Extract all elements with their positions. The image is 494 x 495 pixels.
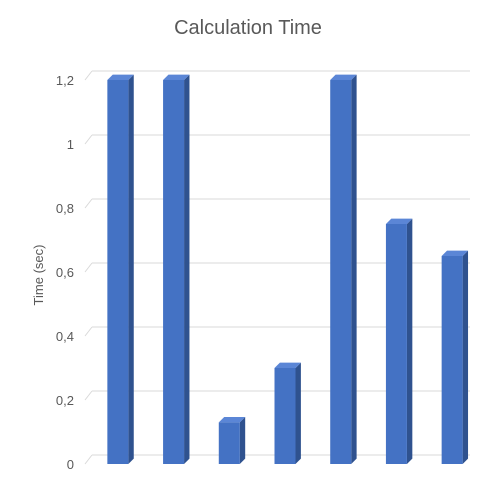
bar-side xyxy=(351,74,357,464)
y-tick-label: 0,6 xyxy=(56,265,74,280)
gridline-floor-edge xyxy=(84,390,93,401)
bar xyxy=(163,74,190,464)
bar-top xyxy=(163,74,190,80)
y-tick-label: 0,2 xyxy=(56,393,74,408)
bar-front xyxy=(218,422,240,464)
bar-top xyxy=(330,74,357,80)
bar-front xyxy=(441,256,463,464)
bar-front xyxy=(274,368,296,464)
bar xyxy=(385,218,413,464)
gridlines xyxy=(84,70,470,465)
gridline-floor-edge xyxy=(84,262,93,273)
bars xyxy=(107,74,469,464)
bar-side xyxy=(128,74,134,464)
y-tick-label: 0,4 xyxy=(56,329,74,344)
bar-top xyxy=(218,417,246,423)
bar xyxy=(107,74,134,464)
gridline-floor-edge xyxy=(84,454,93,465)
bar xyxy=(274,362,301,464)
y-axis-label: Time (sec) xyxy=(31,245,46,306)
y-tick-label: 1 xyxy=(67,137,74,152)
bar-front xyxy=(107,80,129,464)
bar-side xyxy=(406,218,413,464)
gridline-floor-edge xyxy=(84,134,93,145)
bar xyxy=(441,250,469,464)
y-tick-label: 0,8 xyxy=(56,201,74,216)
bar-front xyxy=(163,80,185,464)
bar-side xyxy=(295,362,301,464)
gridline-floor-edge xyxy=(84,70,93,81)
bar-side xyxy=(239,417,246,464)
y-tick-label: 1,2 xyxy=(56,73,74,88)
bar-front xyxy=(385,224,407,464)
bar-front xyxy=(330,80,352,464)
bar-side xyxy=(462,250,469,464)
y-tick-label: 0 xyxy=(67,457,74,472)
bar-top xyxy=(274,362,301,368)
bar-side xyxy=(184,74,190,464)
bar xyxy=(218,417,246,464)
y-tick-labels: 0 0,2 0,4 0,6 0,8 1 1,2 xyxy=(56,73,74,472)
bar-top xyxy=(385,218,413,224)
bar-top xyxy=(107,74,134,80)
chart-title: Calculation Time xyxy=(174,17,322,39)
gridline-floor-edge xyxy=(84,198,93,209)
bar xyxy=(330,74,357,464)
gridline-floor-edge xyxy=(84,326,93,337)
bar-top xyxy=(441,250,469,256)
